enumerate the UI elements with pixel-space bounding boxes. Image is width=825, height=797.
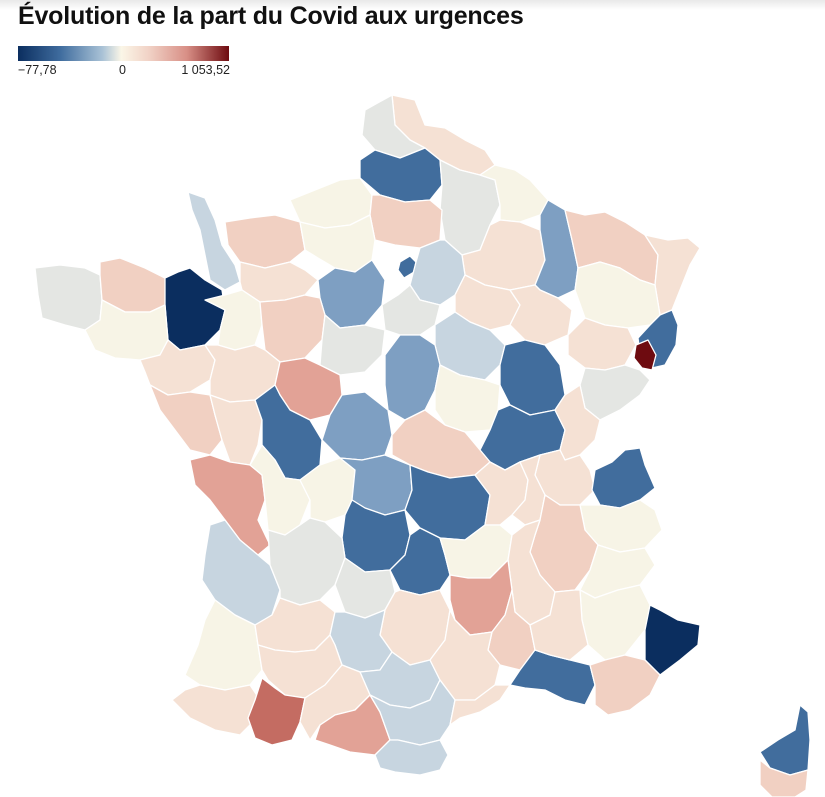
department-morbihan[interactable]: Morbihan (84, 299, 169, 361)
department-jura[interactable]: Jura (554, 384, 601, 461)
department-alpes-maritimes[interactable]: Alpes-Maritimes (644, 604, 701, 676)
department-corse-du-sud[interactable]: Corse-du-Sud (759, 759, 809, 797)
department-manche[interactable]: Manche (187, 191, 241, 291)
department-cher[interactable]: Cher (384, 334, 441, 421)
color-legend: −77,78 0 1 053,52 (18, 46, 230, 79)
department-haute-saone[interactable]: Haute-Saône (567, 317, 637, 371)
department-haute-corse[interactable]: Haute-Corse (759, 704, 811, 776)
department-sarthe[interactable]: Sarthe (259, 294, 326, 363)
department-loiret[interactable]: Loiret (381, 284, 441, 336)
department-var[interactable]: Var (589, 654, 661, 716)
department-charente-maritime[interactable]: Charente-Maritime (189, 454, 271, 556)
department-aube[interactable]: Aube (454, 274, 521, 331)
department-oise[interactable]: Oise (369, 194, 443, 249)
legend-max-label: 1 053,52 (181, 63, 230, 77)
department-bas-rhin[interactable]: Bas-Rhin (644, 234, 701, 316)
department-alpes-de-haute-provence[interactable]: Alpes-de-Haute-Provence (579, 584, 651, 661)
legend-gradient-bar (18, 46, 229, 61)
department-meuse[interactable]: Meuse (534, 199, 579, 299)
department-deux-sevres[interactable]: Deux-Sèvres (209, 394, 263, 466)
department-calvados[interactable]: Calvados (224, 214, 306, 269)
department-pyrenees-orientales[interactable]: Pyrénées-Orientales (374, 739, 449, 776)
department-cote-d-or[interactable]: Côte-d'Or (499, 339, 566, 416)
department-haute-savoie[interactable]: Haute-Savoie (591, 447, 656, 509)
department-hautes-pyrenees[interactable]: Hautes-Pyrénées (247, 677, 306, 746)
department-finistere[interactable]: Finistère (34, 264, 103, 331)
department-pyrenees-atlantiques[interactable]: Pyrénées-Atlantiques (171, 684, 261, 736)
legend-labels: −77,78 0 1 053,52 (18, 63, 230, 79)
department-territoire-de-belfort[interactable]: Territoire de Belfort (633, 339, 657, 371)
legend-min-label: −77,78 (18, 63, 57, 77)
department-vaucluse[interactable]: Vaucluse (529, 589, 589, 661)
legend-mid-label: 0 (119, 63, 126, 77)
department-charente[interactable]: Charente (249, 444, 311, 536)
map-title: Évolution de la part du Covid aux urgenc… (18, 2, 524, 30)
top-shadow (0, 0, 825, 10)
department-herault[interactable]: Hérault (449, 684, 511, 726)
